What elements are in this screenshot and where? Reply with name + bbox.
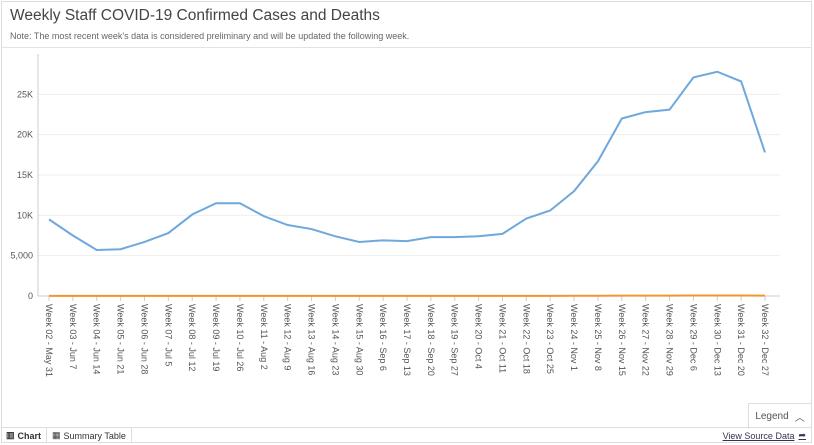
x-tick-label: Week 30 - Dec 13 [712, 304, 722, 376]
y-tick-label: 5,000 [10, 251, 33, 261]
x-tick-label: Week 22 - Oct 18 [521, 304, 531, 374]
x-tick-label: Week 08 - Jul 12 [187, 304, 197, 371]
x-tick-label: Week 17 - Sep 13 [402, 304, 412, 376]
y-tick-label: 25K [17, 89, 33, 99]
cases-line [48, 70, 766, 252]
x-tick-label: Week 27 - Nov 22 [641, 304, 651, 376]
view-tabs: ▥ Chart ▦ Summary Table View Source Data ➦ [1, 427, 812, 443]
x-tick-label: Week 28 - Nov 29 [665, 304, 675, 376]
y-tick-label: 15K [17, 170, 33, 180]
y-tick-label: 10K [17, 210, 33, 220]
x-tick-label: Week 13 - Aug 16 [307, 304, 317, 375]
view-source-data-link[interactable]: View Source Data ➦ [723, 430, 806, 441]
x-tick-label: Week 09 - Jul 19 [211, 304, 221, 371]
x-tick-label: Week 12 - Aug 9 [283, 304, 293, 370]
x-tick-label: Week 04 - Jun 14 [92, 304, 102, 374]
x-tick-label: Week 07 - Jul 5 [163, 304, 173, 366]
legend-button[interactable]: Legend ︿ [748, 403, 812, 429]
x-tick-label: Week 06 - Jun 28 [139, 304, 149, 374]
legend-label: Legend [755, 411, 789, 422]
x-tick-label: Week 18 - Sep 20 [426, 304, 436, 376]
source-link-label: View Source Data [722, 430, 795, 441]
x-tick-label: Week 02 - May 31 [44, 304, 54, 377]
x-tick-label: Week 24 - Nov 1 [569, 304, 579, 371]
chart-icon: ▥ [6, 430, 15, 440]
x-tick-label: Week 14 - Aug 23 [330, 304, 340, 375]
chart-title: Weekly Staff COVID-19 Confirmed Cases an… [10, 7, 380, 24]
x-tick-label: Week 11 - Aug 2 [259, 304, 269, 370]
y-tick-label: 0 [28, 291, 33, 301]
chart-note: Note: The most recent week's data is con… [10, 31, 410, 41]
tab-chart-label: Chart [17, 430, 42, 441]
x-tick-label: Week 16 - Sep 6 [378, 304, 388, 371]
divider [1, 47, 812, 48]
tab-summary-table[interactable]: ▦ Summary Table [47, 428, 132, 443]
x-tick-label: Week 05 - Jun 21 [116, 304, 126, 374]
x-tick-label: Week 25 - Nov 8 [593, 304, 603, 371]
table-icon: ▦ [52, 430, 61, 440]
x-tick-label: Week 19 - Sep 27 [450, 304, 460, 376]
x-tick-label: Week 10 - Jul 26 [235, 304, 245, 371]
y-tick-label: 20K [17, 130, 33, 140]
x-tick-label: Week 21 - Oct 11 [497, 304, 507, 373]
share-arrow-icon: ➦ [798, 430, 806, 440]
x-tick-label: Week 29 - Dec 6 [688, 304, 698, 371]
tab-chart[interactable]: ▥ Chart [1, 428, 48, 443]
x-tick-label: Week 23 - Oct 25 [545, 304, 555, 374]
chevron-up-icon: ︿ [794, 413, 805, 424]
x-tick-label: Week 31 - Dec 20 [736, 304, 746, 376]
x-tick-label: Week 32 - Dec 27 [760, 304, 770, 376]
x-tick-label: Week 15 - Aug 30 [354, 304, 364, 375]
x-tick-label: Week 03 - Jun 7 [68, 304, 78, 369]
tab-table-label: Summary Table [63, 430, 126, 441]
x-tick-label: Week 20 - Oct 4 [474, 304, 484, 369]
x-tick-label: Week 26 - Nov 15 [617, 304, 627, 376]
